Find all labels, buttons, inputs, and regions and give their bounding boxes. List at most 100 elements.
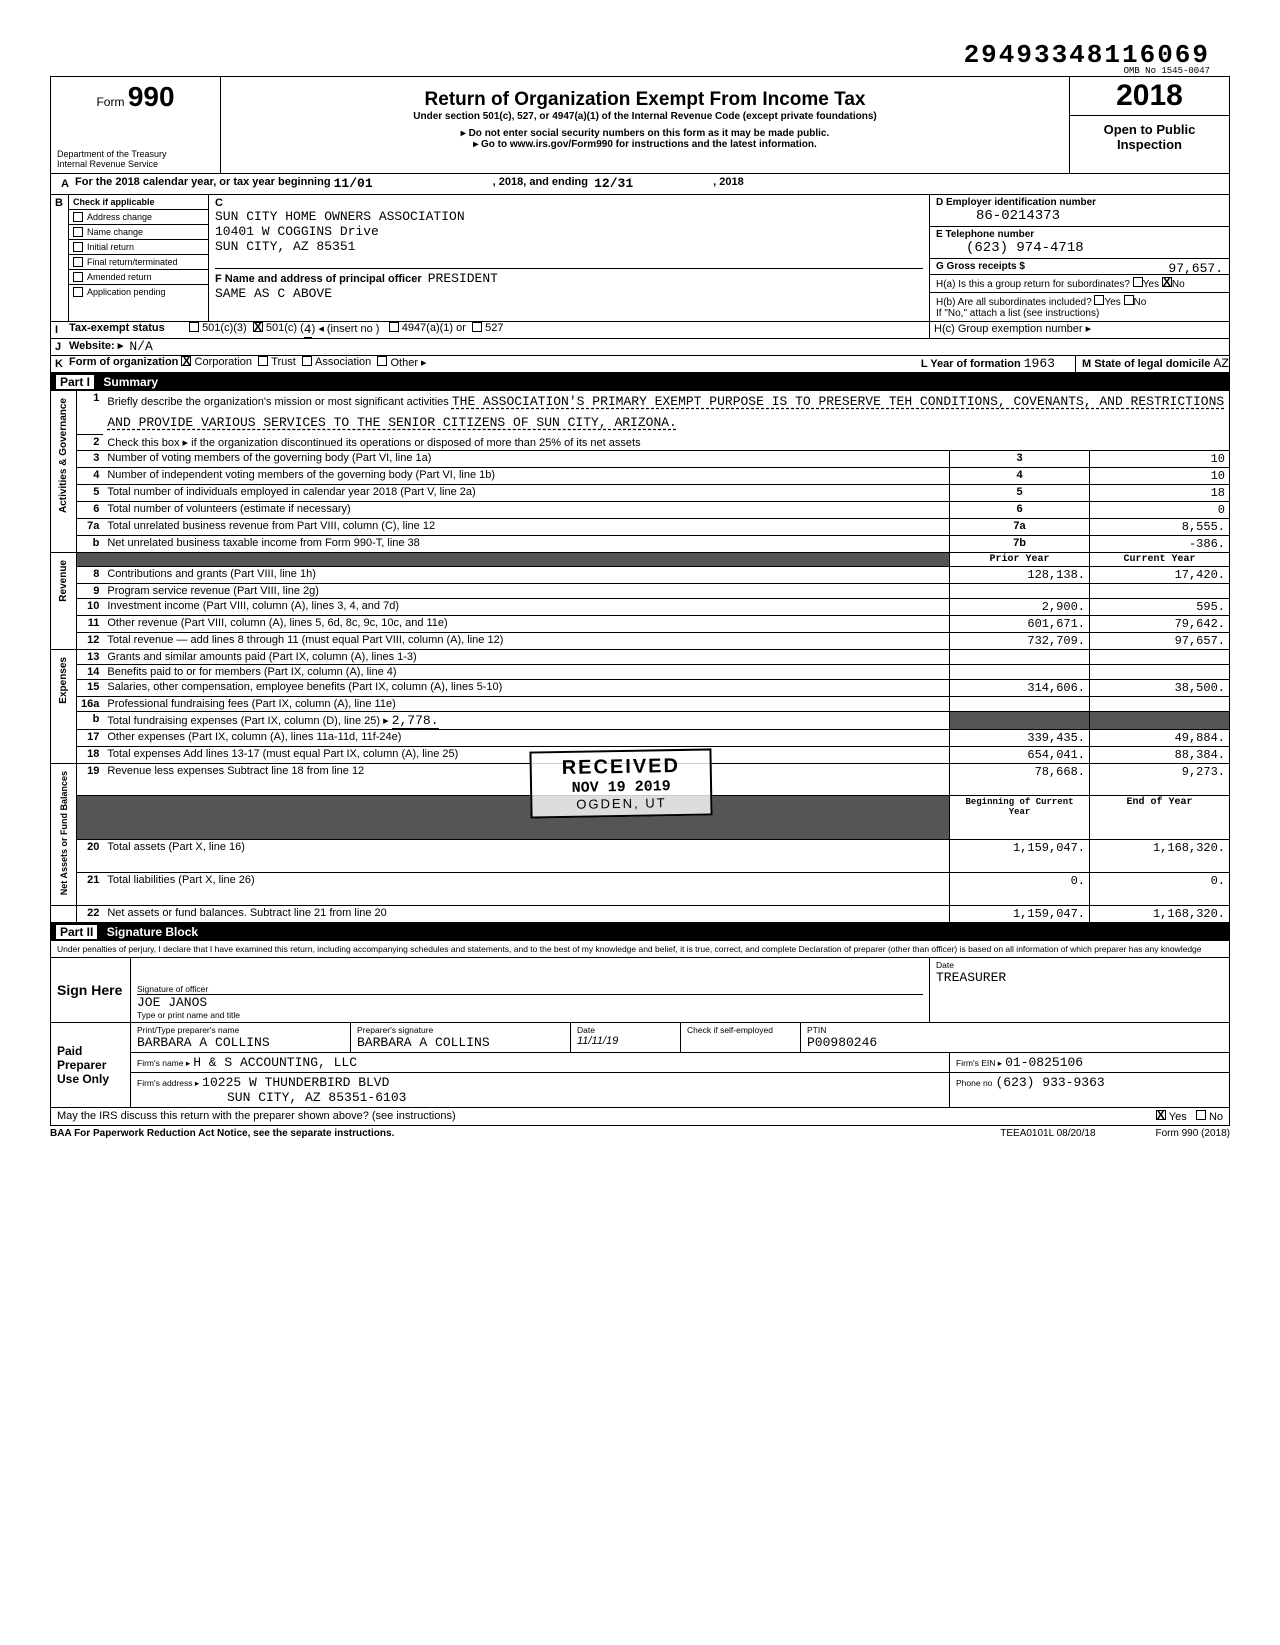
- open-public-1: Open to Public: [1070, 122, 1229, 137]
- chk-assoc[interactable]: [302, 356, 312, 366]
- line14: Benefits paid to or for members (Part IX…: [103, 664, 949, 679]
- footer: BAA For Paperwork Reduction Act Notice, …: [50, 1126, 1230, 1141]
- chk-other[interactable]: [377, 356, 387, 366]
- val16b: 2,778.: [392, 713, 439, 729]
- ssn-warning: ▸ Do not enter social security numbers o…: [227, 128, 1063, 139]
- line-a-tail: , 2018: [713, 176, 744, 192]
- p11: 601,671.: [950, 615, 1090, 632]
- c17: 49,884.: [1090, 729, 1230, 746]
- chk-initial-return[interactable]: Initial return: [69, 240, 208, 255]
- c18: 88,384.: [1090, 746, 1230, 763]
- firm-ein: 01-0825106: [1005, 1055, 1083, 1070]
- year-formation: 1963: [1024, 356, 1055, 371]
- year-begin: 11/01: [334, 176, 373, 192]
- p12: 732,709.: [950, 632, 1090, 649]
- chk-trust[interactable]: [258, 356, 268, 366]
- line19: Revenue less expenses Subtract line 18 f…: [103, 763, 949, 796]
- hb-text: H(b) Are all subordinates included?: [936, 297, 1092, 308]
- ein: 86-0214373: [976, 208, 1060, 224]
- check-if-applicable: Check if applicable Address change Name …: [69, 195, 209, 321]
- header-col-title: Return of Organization Exempt From Incom…: [221, 77, 1069, 173]
- hc-text: H(c) Group exemption number ▸: [929, 322, 1229, 338]
- org-name: SUN CITY HOME OWNERS ASSOCIATION: [215, 209, 923, 224]
- line18: Total expenses Add lines 13-17 (must equ…: [103, 746, 949, 763]
- chk-address-change[interactable]: Address change: [69, 210, 208, 225]
- org-addr2: SUN CITY, AZ 85351: [215, 239, 923, 254]
- p8: 128,138.: [950, 566, 1090, 583]
- prep-date: 11/11/19: [577, 1035, 674, 1047]
- summary-table: Activities & Governance 1 Briefly descri…: [50, 391, 1230, 923]
- chk-application-pending[interactable]: Application pending: [69, 285, 208, 299]
- hb-yes[interactable]: [1094, 295, 1104, 305]
- treasurer: TREASURER: [936, 970, 1223, 985]
- c11: 79,642.: [1090, 615, 1230, 632]
- tax-year: 2018: [1070, 77, 1229, 116]
- sign-here-label: Sign Here: [51, 958, 131, 1022]
- i-label: Tax-exempt status: [69, 322, 189, 338]
- c21: 0.: [1090, 873, 1230, 906]
- p19: 78,668.: [950, 763, 1090, 796]
- chk-501c3[interactable]: [189, 322, 199, 332]
- label-i: I: [51, 322, 69, 338]
- tab-netassets: Net Assets or Fund Balances: [51, 763, 77, 905]
- line1-label: Briefly describe the organization's miss…: [107, 396, 448, 408]
- chk-4947[interactable]: [389, 322, 399, 332]
- label-f: F Name and address of principal officer: [215, 273, 422, 285]
- chk-name-change[interactable]: Name change: [69, 225, 208, 240]
- line3: Number of voting members of the governin…: [103, 450, 949, 467]
- ha-yes[interactable]: [1133, 277, 1143, 287]
- label-c: C: [215, 197, 223, 209]
- chk-501c[interactable]: [253, 322, 263, 332]
- form-title: Return of Organization Exempt From Incom…: [227, 89, 1063, 111]
- line-i: I Tax-exempt status 501(c)(3) 501(c) ( 4…: [50, 322, 1230, 339]
- c10: 595.: [1090, 598, 1230, 615]
- discuss-yes[interactable]: [1156, 1110, 1166, 1120]
- hb-no[interactable]: [1124, 295, 1134, 305]
- val5: 18: [1090, 484, 1230, 501]
- line11: Other revenue (Part VIII, column (A), li…: [103, 615, 949, 632]
- chk-amended-return[interactable]: Amended return: [69, 270, 208, 285]
- officer-addr: SAME AS C ABOVE: [215, 286, 923, 301]
- c22: 1,168,320.: [1090, 905, 1230, 922]
- line10: Investment income (Part VIII, column (A)…: [103, 598, 949, 615]
- open-public-2: Inspection: [1070, 137, 1229, 152]
- form-990-page: 29493348116069 OMB No 1545-0047 Form 990…: [50, 40, 1230, 1141]
- discuss-no[interactable]: [1196, 1110, 1206, 1120]
- department-block: Department of the Treasury Internal Reve…: [57, 149, 214, 169]
- line16a: Professional fundraising fees (Part IX, …: [103, 696, 949, 711]
- phone: (623) 974-4718: [966, 240, 1084, 256]
- c8: 17,420.: [1090, 566, 1230, 583]
- year-end: 12/31: [594, 176, 633, 192]
- ha-no[interactable]: [1162, 277, 1172, 287]
- label-b: B: [51, 195, 69, 321]
- line6: Total number of volunteers (estimate if …: [103, 501, 949, 518]
- website: N/A: [129, 339, 152, 355]
- p17: 339,435.: [950, 729, 1090, 746]
- val6: 0: [1090, 501, 1230, 518]
- line-a-mid: , 2018, and ending: [493, 176, 588, 192]
- signature-block: Under penalties of perjury, I declare th…: [50, 941, 1230, 1126]
- col-beg: Beginning of Current Year: [950, 796, 1090, 840]
- tab-revenue: Revenue: [51, 552, 77, 649]
- line12: Total revenue — add lines 8 through 11 (…: [103, 632, 949, 649]
- j-label: Website: ▸: [69, 339, 123, 355]
- hb-note: If "No," attach a list (see instructions…: [936, 308, 1099, 319]
- header-col-form: Form 990 Department of the Treasury Inte…: [51, 77, 221, 173]
- chk-final-return[interactable]: Final return/terminated: [69, 255, 208, 270]
- block-f: F Name and address of principal officer …: [215, 268, 923, 301]
- tab-governance: Activities & Governance: [51, 391, 77, 552]
- footer-baa: BAA For Paperwork Reduction Act Notice, …: [50, 1128, 394, 1139]
- l-label: L Year of formation: [921, 358, 1021, 370]
- dept-treasury: Department of the Treasury: [57, 149, 214, 159]
- chk-527[interactable]: [472, 322, 482, 332]
- open-public: Open to Public Inspection: [1070, 116, 1229, 158]
- chk-corp[interactable]: [181, 356, 191, 366]
- col-curr: Current Year: [1090, 552, 1230, 566]
- label-g: G Gross receipts $: [936, 261, 1025, 272]
- dept-irs: Internal Revenue Service: [57, 159, 214, 169]
- line-j: J Website: ▸ N/A: [50, 339, 1230, 356]
- footer-form: Form 990 (2018): [1156, 1128, 1230, 1139]
- line4: Number of independent voting members of …: [103, 467, 949, 484]
- firm-addr-label: Firm's address ▸: [137, 1078, 199, 1088]
- form-subtitle: Under section 501(c), 527, or 4947(a)(1)…: [227, 111, 1063, 122]
